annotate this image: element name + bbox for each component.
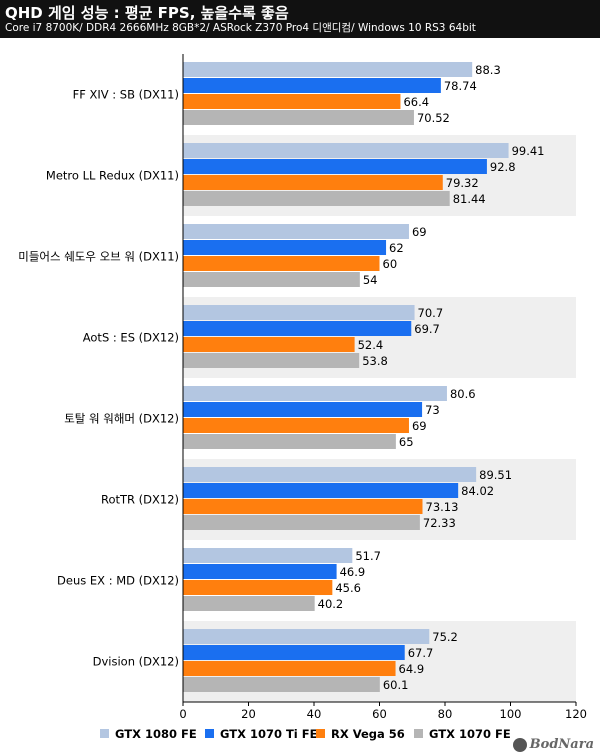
bar — [183, 110, 414, 125]
data-label: 73 — [425, 403, 440, 417]
data-label: 67.7 — [408, 646, 434, 660]
data-label: 78.74 — [444, 79, 477, 93]
bar-chart: FF XIV : SB (DX11) 88.3 78.74 66.4 70.52 Metr… — [18, 54, 587, 741]
watermark-text: BodNara — [529, 737, 594, 752]
bar — [183, 143, 509, 158]
category-label: 미들어스 쉐도우 오브 워 (DX11) — [18, 250, 179, 264]
legend-label: GTX 1070 FE — [429, 727, 511, 741]
bar — [183, 467, 477, 482]
data-label: 40.2 — [318, 597, 344, 611]
bar — [183, 191, 450, 206]
x-tick-label: 0 — [179, 707, 186, 721]
x-tick-label: 80 — [438, 707, 453, 721]
bar — [183, 596, 315, 611]
x-tick-label: 100 — [500, 707, 522, 721]
bar — [183, 548, 353, 563]
data-label: 75.2 — [432, 630, 458, 644]
data-label: 69.7 — [414, 322, 440, 336]
bar — [183, 175, 443, 190]
bar — [183, 240, 387, 255]
data-label: 62 — [389, 241, 404, 255]
category-label: Metro LL Redux (DX11) — [46, 169, 179, 183]
category-label: FF XIV : SB (DX11) — [73, 88, 179, 102]
data-label: 99.41 — [512, 144, 545, 158]
bar — [183, 645, 405, 660]
bar — [183, 499, 423, 514]
watermark-logo-icon — [512, 737, 527, 752]
legend-swatch — [100, 729, 109, 738]
data-label: 69 — [412, 419, 427, 433]
data-label: 84.02 — [461, 484, 494, 498]
data-label: 73.13 — [426, 500, 459, 514]
data-label: 66.4 — [403, 95, 429, 109]
bar — [183, 321, 412, 336]
category-label: 토탈 워 워해머 (DX12) — [64, 412, 179, 426]
data-label: 51.7 — [355, 549, 381, 563]
bar — [183, 337, 355, 352]
data-label: 64.9 — [399, 662, 425, 676]
bar — [183, 515, 420, 530]
watermark: BodNara — [512, 737, 594, 752]
bar — [183, 418, 409, 433]
x-tick-label: 60 — [372, 707, 387, 721]
data-label: 69 — [412, 225, 427, 239]
data-label: 53.8 — [362, 354, 388, 368]
legend-swatch — [414, 729, 423, 738]
data-label: 54 — [363, 273, 378, 287]
data-label: 72.33 — [423, 516, 456, 530]
data-label: 89.51 — [479, 468, 512, 482]
legend-label: GTX 1070 Ti FE — [220, 727, 318, 741]
data-label: 46.9 — [340, 565, 366, 579]
bar — [183, 78, 441, 93]
bar — [183, 483, 459, 498]
category-label: RotTR (DX12) — [101, 493, 179, 507]
legend-label: RX Vega 56 — [331, 727, 405, 741]
legend-swatch — [205, 729, 214, 738]
category-label: Deus EX : MD (DX12) — [57, 574, 179, 588]
bar — [183, 256, 380, 271]
bar — [183, 62, 473, 77]
data-label: 65 — [399, 435, 414, 449]
data-label: 88.3 — [475, 63, 501, 77]
category-label: Dvision (DX12) — [93, 655, 179, 669]
bar — [183, 434, 396, 449]
data-label: 81.44 — [453, 192, 486, 206]
data-label: 80.6 — [450, 387, 476, 401]
data-label: 70.7 — [418, 306, 444, 320]
chart-title: QHD 게임 성능 : 평균 FPS, 높을수록 좋음 — [5, 4, 289, 22]
data-label: 60.1 — [383, 678, 409, 692]
legend-swatch — [316, 729, 325, 738]
x-tick-label: 120 — [565, 707, 587, 721]
title-bar: QHD 게임 성능 : 평균 FPS, 높을수록 좋음 Core i7 8700… — [0, 0, 600, 38]
bar — [183, 580, 333, 595]
bar — [183, 402, 423, 417]
bar — [183, 661, 396, 676]
category-label: AotS : ES (DX12) — [83, 331, 179, 345]
bar — [183, 305, 415, 320]
bar — [183, 272, 360, 287]
data-label: 52.4 — [358, 338, 384, 352]
bar — [183, 159, 487, 174]
data-label: 92.8 — [490, 160, 516, 174]
data-label: 79.32 — [446, 176, 479, 190]
bar — [183, 224, 409, 239]
bar — [183, 564, 337, 579]
chart-subtitle: Core i7 8700K/ DDR4 2666MHz 8GB*2/ ASRoc… — [5, 22, 476, 34]
bar — [183, 677, 380, 692]
data-label: 70.52 — [417, 111, 450, 125]
x-tick-label: 20 — [241, 707, 256, 721]
data-label: 60 — [383, 257, 398, 271]
bar — [183, 629, 430, 644]
bar — [183, 386, 447, 401]
x-tick-label: 40 — [307, 707, 322, 721]
bar — [183, 94, 401, 109]
data-label: 45.6 — [335, 581, 361, 595]
legend-label: GTX 1080 FE — [115, 727, 197, 741]
bar — [183, 353, 360, 368]
